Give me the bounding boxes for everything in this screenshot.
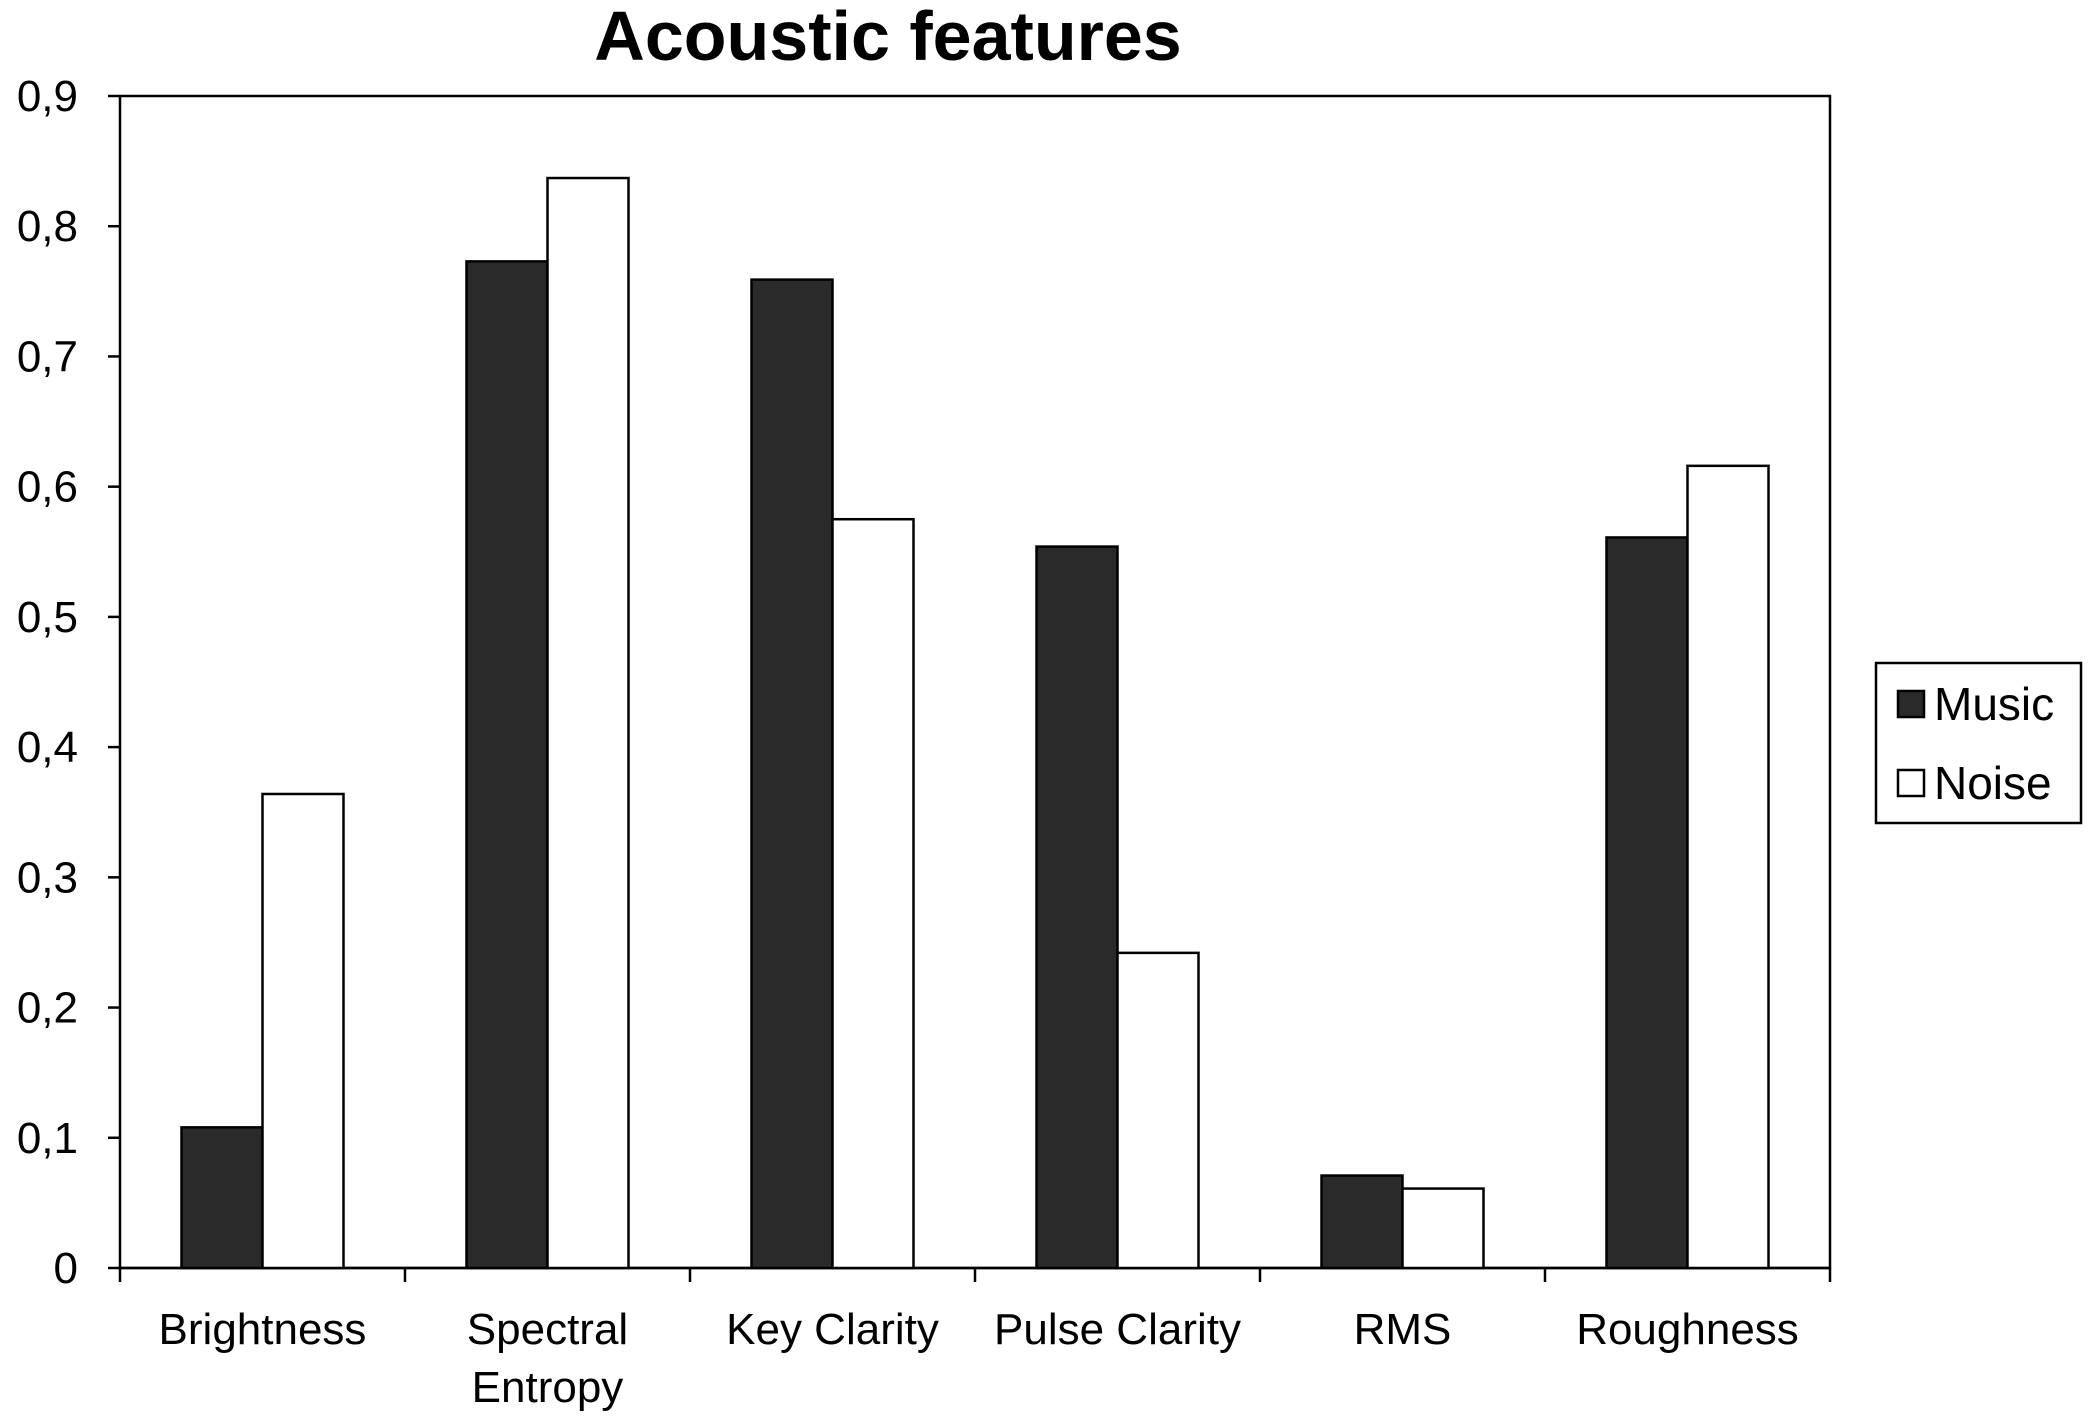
- legend-label-noise: Noise: [1934, 757, 2052, 809]
- y-tick-label: 0,7: [17, 332, 78, 381]
- y-axis-ticks: 0 0,1 0,2 0,3 0,4 0,5 0,6 0,7 0,8 0,9: [17, 72, 120, 1293]
- x-category-label: Spectral: [467, 1305, 628, 1354]
- bar-music: [1320, 1174, 1404, 1270]
- bar-noise: [1116, 951, 1200, 1270]
- bar-noise: [546, 176, 630, 1270]
- x-category-label: Key Clarity: [726, 1305, 939, 1354]
- x-category-label: Roughness: [1576, 1305, 1799, 1354]
- x-category-label: Pulse Clarity: [994, 1305, 1241, 1354]
- y-tick-label: 0,2: [17, 984, 78, 1033]
- y-tick-label: 0,8: [17, 202, 78, 251]
- legend-swatch-music: [1896, 689, 1926, 719]
- bar-noise: [831, 517, 915, 1270]
- legend-label-music: Music: [1934, 678, 2054, 730]
- bar-noise: [261, 792, 345, 1270]
- y-tick-label: 0,5: [17, 593, 78, 642]
- y-tick-label: 0,9: [17, 72, 78, 121]
- bar-noise: [1401, 1187, 1485, 1270]
- x-axis-categories: Brightness Spectral Entropy Key Clarity Puls…: [159, 1305, 1799, 1412]
- bars: [180, 176, 1770, 1270]
- x-category-label: RMS: [1354, 1305, 1452, 1354]
- bar-music: [465, 260, 549, 1270]
- x-category-label: Entropy: [472, 1363, 624, 1412]
- y-tick-label: 0: [54, 1244, 78, 1293]
- chart-title: Acoustic features: [594, 0, 1181, 75]
- y-tick-label: 0,3: [17, 853, 78, 902]
- legend: Music Noise: [1874, 661, 2083, 825]
- y-tick-label: 0,6: [17, 463, 78, 512]
- bar-noise: [1686, 464, 1770, 1270]
- bar-music: [1035, 545, 1119, 1270]
- bar-music: [750, 278, 834, 1270]
- y-tick-label: 0,4: [17, 723, 78, 772]
- plot-frame: [118, 94, 1832, 1270]
- x-category-label: Brightness: [159, 1305, 367, 1354]
- bar-music: [180, 1126, 264, 1270]
- legend-swatch-noise: [1896, 768, 1926, 798]
- bar-music: [1605, 536, 1689, 1270]
- y-tick-label: 0,1: [17, 1114, 78, 1163]
- axes: [118, 94, 1832, 1282]
